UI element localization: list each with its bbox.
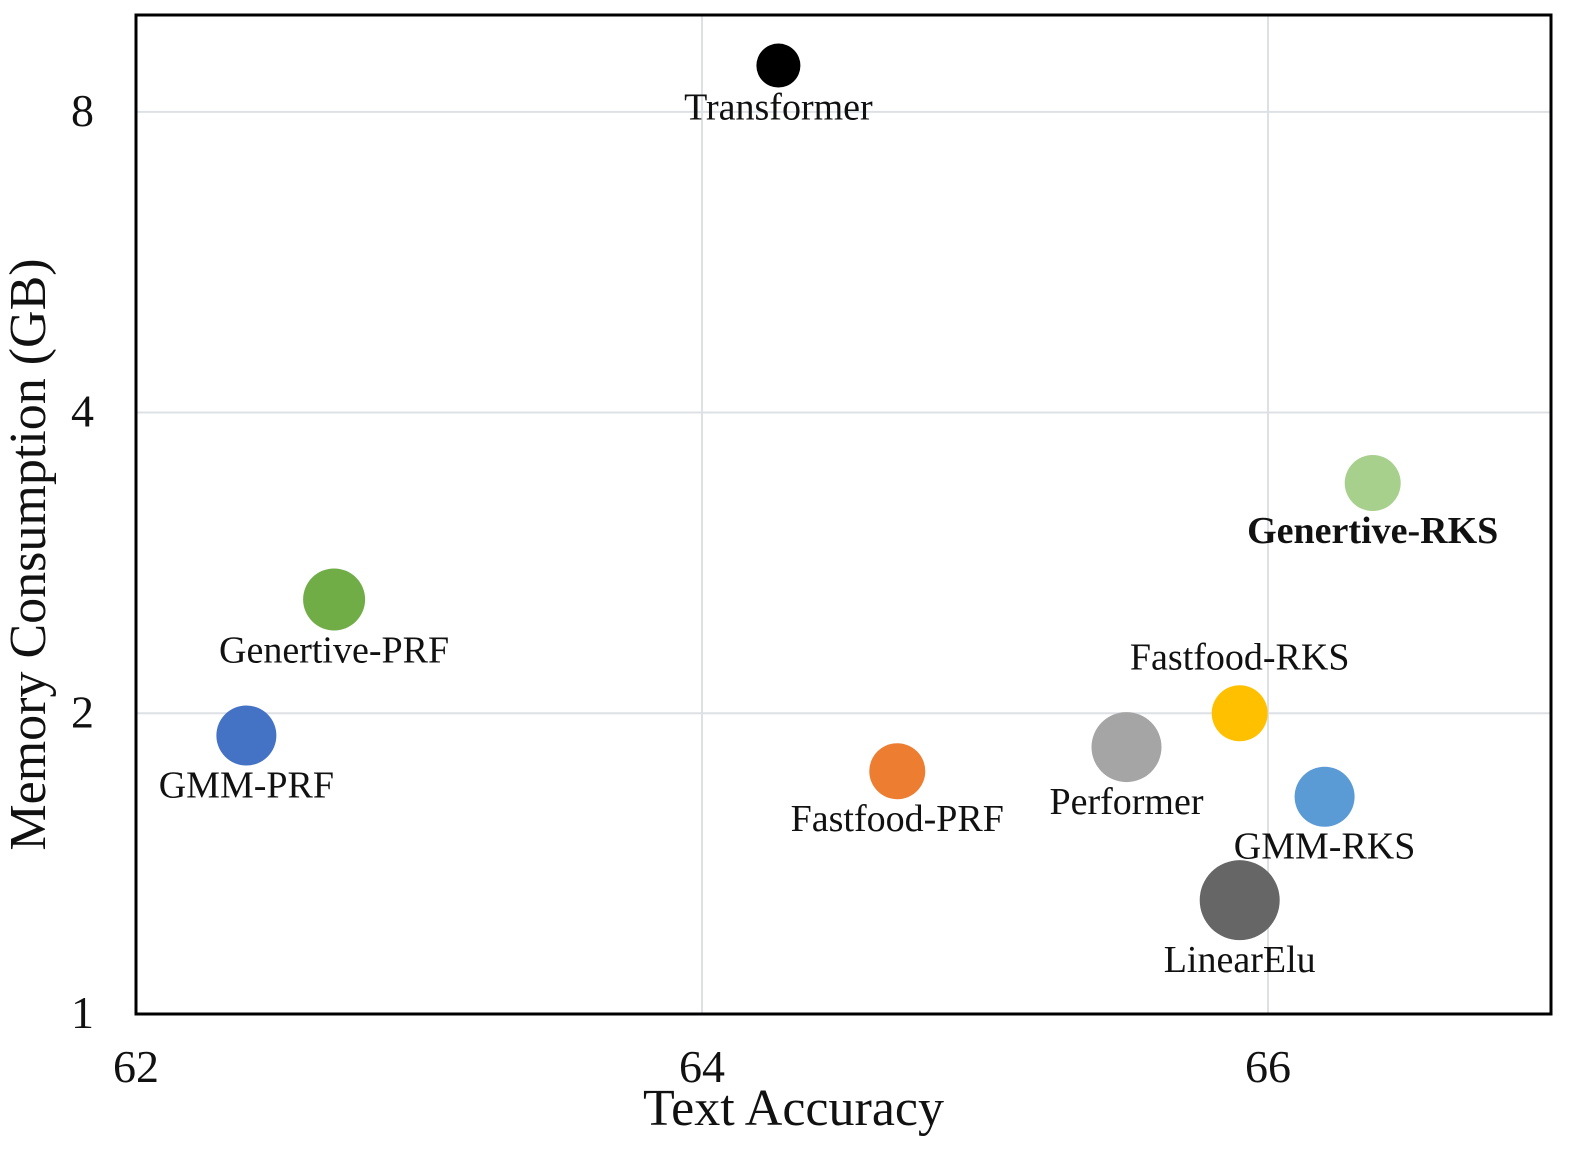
data-point-label: Genertive-RKS [1247,510,1498,552]
data-point-label: LinearElu [1164,939,1316,981]
data-point-label: Transformer [684,87,873,129]
data-point [756,43,801,88]
data-point-label: Genertive-PRF [219,629,449,671]
data-point-label: Fastfood-PRF [791,798,1004,840]
point-labels-layer: Transformer Genertive-RKS Genertive-PRF GMM… [159,87,1499,982]
x-tick-label: 62 [113,1041,159,1092]
data-point [1294,766,1355,827]
data-point [869,743,926,800]
y-tick-label: 4 [71,386,94,437]
data-point [216,705,277,766]
points-layer [216,43,1401,941]
y-tick-label: 1 [71,987,94,1038]
data-point [303,568,366,631]
data-point-label: Fastfood-RKS [1130,636,1350,678]
data-point-label: GMM-RKS [1234,826,1416,868]
x-tick-labels: 62 64 66 [113,1041,1291,1092]
x-tick-label: 66 [1245,1041,1291,1092]
y-tick-label: 2 [71,686,94,737]
plot-frame [134,13,1553,1016]
data-point [1199,860,1280,941]
data-point-label: GMM-PRF [159,765,334,807]
x-tick-label: 64 [679,1041,725,1092]
data-point [1091,712,1162,783]
data-point [1344,455,1401,512]
grid-layer [136,15,1551,1014]
data-point-label: Performer [1049,781,1203,823]
y-tick-label: 8 [71,85,94,136]
y-tick-labels: 1 2 4 8 [71,85,94,1038]
y-axis-title: Memory Consumption (GB) [0,258,57,850]
x-axis-title: Text Accuracy [643,1080,944,1137]
data-point [1211,685,1268,742]
